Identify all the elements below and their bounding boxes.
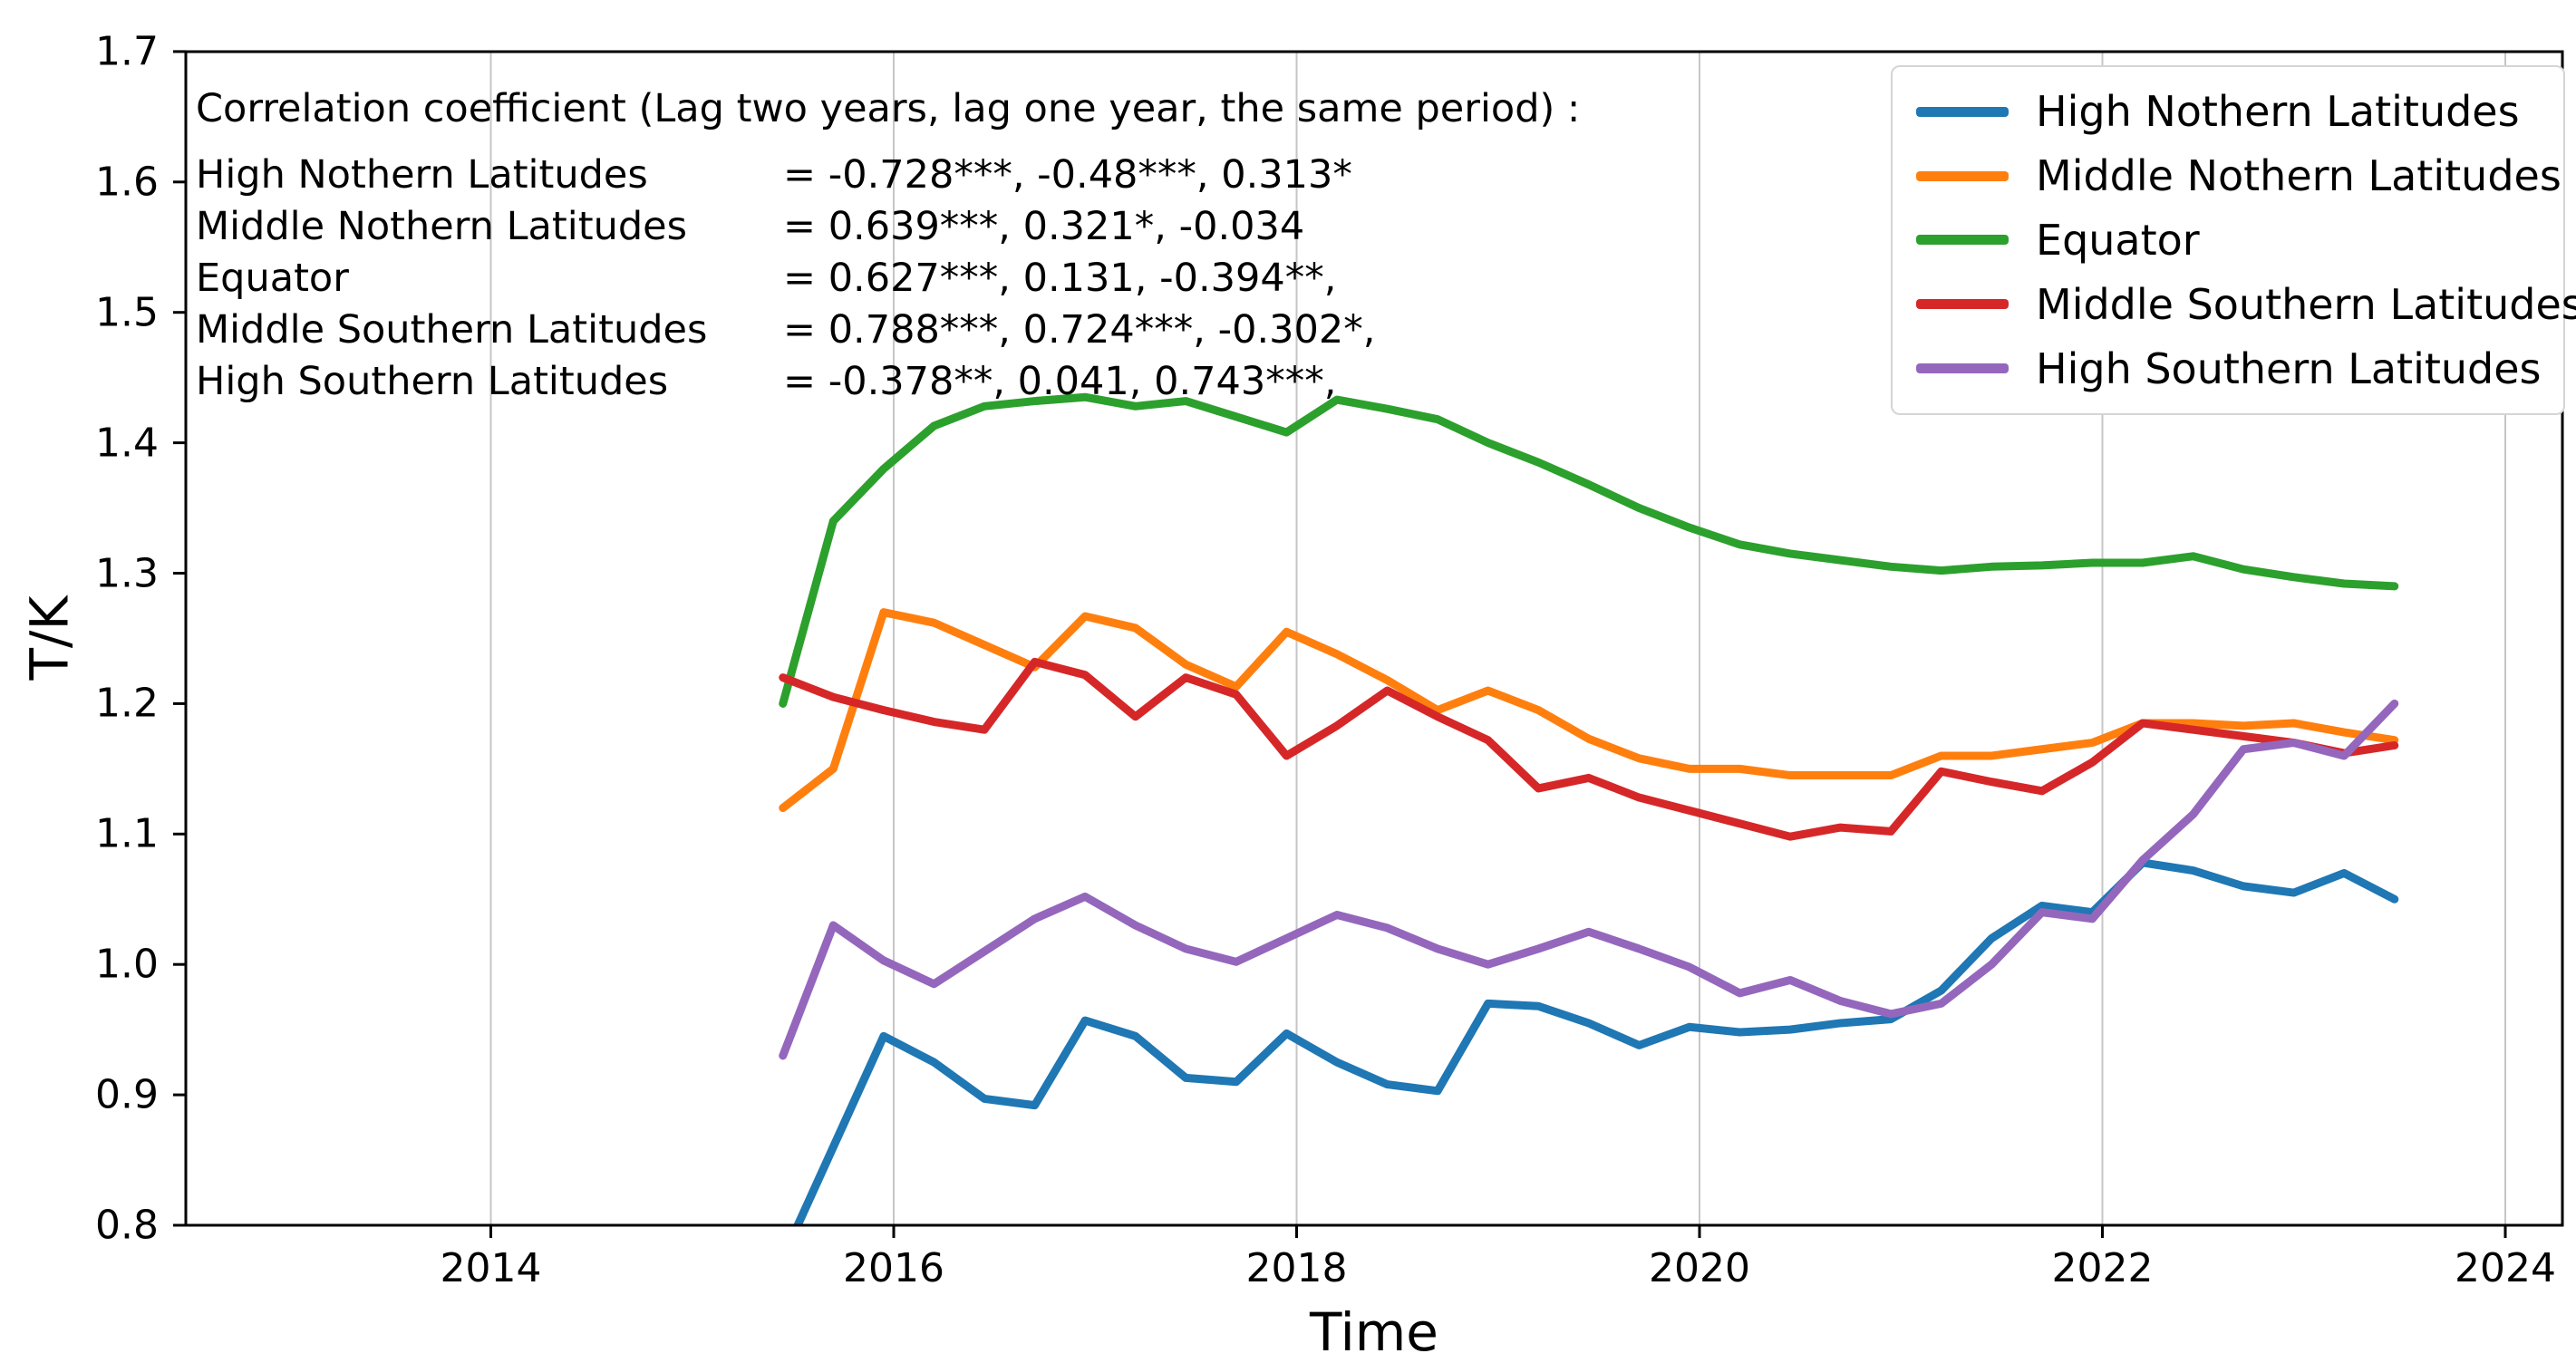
x-tick-label: 2024 [2455,1245,2556,1291]
legend-label: Equator [2036,215,2200,265]
x-tick-label: 2022 [2051,1245,2154,1291]
y-tick-label: 1.6 [95,159,159,206]
y-tick-label: 1.4 [95,420,159,467]
y-tick-label: 1.2 [95,680,159,727]
x-tick-label: 2018 [1245,1245,1348,1291]
annotation-series-name: Equator [196,256,349,301]
annotation-series-values: = 0.639***, 0.321*, -0.034 [783,204,1305,249]
series-line-equator [779,392,2399,708]
series-line-high-southern-latitudes [779,699,2399,1060]
y-tick-label: 1.5 [95,289,159,336]
y-tick-label: 0.8 [95,1202,159,1249]
annotation-row: Middle Southern Latitudes = 0.788***, 0.… [196,304,1580,356]
annotation-series-values: = 0.627***, 0.131, -0.394**, [783,256,1337,301]
legend-line-swatch [1916,299,2009,310]
legend-item: Equator [1916,216,2540,265]
series-line-middle-southern-latitudes [779,657,2399,841]
legend-line-swatch [1916,363,2009,374]
legend: High Nothern Latitudes Middle Nothern La… [1891,65,2576,415]
annotation-row: High Southern Latitudes = -0.378**, 0.04… [196,356,1580,408]
x-axis-label: Time [1310,1301,1438,1363]
y-tick-label: 1.1 [95,810,159,857]
legend-label: High Nothern Latitudes [2036,87,2520,137]
series-line-middle-nothern-latitudes [779,608,2399,813]
y-tick-label: 1.3 [95,550,159,596]
annotation-series-name: High Southern Latitudes [196,359,669,404]
legend-item: High Southern Latitudes [1916,343,2542,393]
legend-item: High Nothern Latitudes [1916,87,2540,136]
annotation-row: Middle Nothern Latitudes = 0.639***, 0.3… [196,201,1580,253]
annotation-series-name: High Nothern Latitudes [196,152,648,198]
legend-item: Middle Nothern Latitudes [1916,151,2561,200]
y-tick-label: 1.7 [95,28,159,75]
y-axis-label: T/K [18,595,81,681]
y-tick-label: 0.9 [95,1071,159,1118]
plot-border [184,50,2564,1227]
annotation-series-values: = -0.378**, 0.041, 0.743***, [783,359,1337,404]
annotation-series-values: = 0.788***, 0.724***, -0.302*, [783,307,1376,353]
legend-item: Middle Southern Latitudes [1916,280,2576,329]
legend-line-swatch [1916,235,2009,246]
annotation-series-name: Middle Nothern Latitudes [196,204,687,249]
annotation-series-name: Middle Southern Latitudes [196,307,708,353]
legend-line-swatch [1916,106,2009,117]
legend-label: High Southern Latitudes [2036,343,2542,393]
annotation-series-values: = -0.728***, -0.48***, 0.313* [783,152,1352,198]
legend-label: Middle Nothern Latitudes [2036,151,2561,201]
correlation-annotation: Correlation coefficient (Lag two years, … [196,83,1580,408]
x-tick-label: 2016 [843,1245,944,1291]
legend-line-swatch [1916,170,2009,181]
annotation-row: High Nothern Latitudes = -0.728***, -0.4… [196,150,1580,201]
annotation-row: Equator = 0.627***, 0.131, -0.394**, [196,253,1580,304]
y-tick-label: 1.0 [95,941,159,988]
x-tick-label: 2014 [440,1245,542,1291]
legend-label: Middle Southern Latitudes [2036,279,2576,329]
x-tick-label: 2020 [1649,1245,1750,1291]
annotation-title: Correlation coefficient (Lag two years, … [196,86,1581,131]
